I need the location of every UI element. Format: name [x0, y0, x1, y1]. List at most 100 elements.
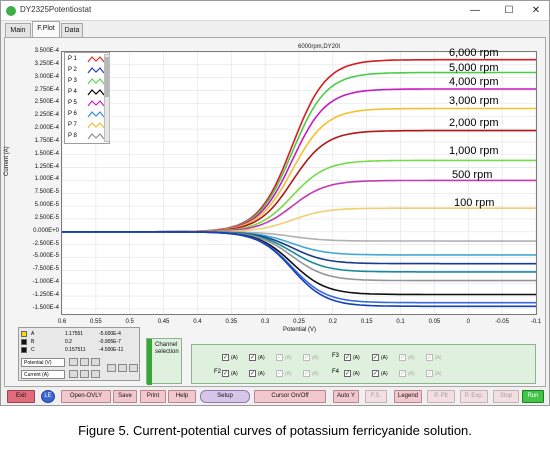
check-icon[interactable]: ✓ [222, 370, 229, 377]
legend-item-label: P 2 [68, 67, 77, 73]
stop-button[interactable]: Stop [493, 390, 519, 403]
legend-item[interactable]: P 4 [67, 88, 107, 98]
check-icon[interactable]: ✓ [276, 370, 283, 377]
channel-checkbox[interactable]: ✓ (A) [344, 353, 368, 363]
check-icon[interactable]: ✓ [303, 370, 310, 377]
legend-item[interactable]: P 6 [67, 110, 107, 120]
channel-checkbox[interactable]: ✓ (A) [344, 369, 368, 379]
cursor-color-swatch [21, 347, 27, 353]
y-tick-label: 7.500E-5 [34, 189, 59, 196]
legend-item[interactable]: P 3 [67, 77, 107, 87]
x-tick-label: 0.05 [428, 319, 441, 325]
channel-checkbox[interactable]: ✓ (A) [399, 353, 423, 363]
channel-checkbox[interactable]: ✓ (A) [399, 369, 423, 379]
minimize-button[interactable]: — [470, 5, 480, 16]
check-icon[interactable]: ✓ [276, 354, 283, 361]
p-exp-button[interactable]: P. Exp. [460, 390, 488, 403]
channel-checkbox[interactable]: ✓ (A) [426, 369, 450, 379]
tab-fplot[interactable]: F.Plot [32, 21, 60, 37]
channel-unit-label: (A) [408, 371, 415, 377]
zoom-tool-icon[interactable] [118, 364, 127, 372]
legend-button[interactable]: Legend [394, 390, 422, 403]
run-button[interactable]: Run [522, 390, 544, 403]
cursor-x-value: 0.2 [65, 339, 72, 345]
check-icon[interactable]: ✓ [249, 370, 256, 377]
channel-checkbox[interactable]: ✓ (A) [372, 353, 396, 363]
channel-checkbox[interactable]: ✓ (A) [303, 353, 327, 363]
auto-y-button[interactable]: Auto Y [333, 390, 359, 403]
crosshair-tool-icon[interactable] [107, 364, 116, 372]
legend-item[interactable]: P 1 [67, 55, 107, 65]
tab-data[interactable]: Data [61, 23, 83, 37]
cursor-row[interactable]: B 0.2 -0.905E-7 [21, 338, 139, 346]
check-icon[interactable]: ✓ [344, 354, 351, 361]
y-axis-select[interactable]: Current (A) [21, 370, 65, 379]
channel-group-label: F3 [332, 353, 340, 359]
print-button[interactable]: Print [140, 390, 166, 403]
y-tick-label: 0.000E+0 [33, 227, 59, 234]
legend-item-label: P 5 [68, 100, 77, 106]
channel-checkbox[interactable]: ✓ (A) [303, 369, 327, 379]
channel-checkbox[interactable]: ✓ (A) [276, 369, 300, 379]
check-icon[interactable]: ✓ [303, 354, 310, 361]
check-icon[interactable]: ✓ [426, 370, 433, 377]
check-icon[interactable]: ✓ [372, 370, 379, 377]
check-icon[interactable]: ✓ [399, 354, 406, 361]
y-tick-label: 2.750E-4 [34, 86, 59, 93]
fs-button[interactable]: F.S. [365, 390, 387, 403]
channel-checkbox[interactable]: ✓ (A) [222, 353, 246, 363]
x-format-button[interactable] [80, 358, 89, 366]
p-plt-button[interactable]: P. Plt [427, 390, 455, 403]
check-icon[interactable]: ✓ [222, 354, 229, 361]
y-scale-button[interactable] [69, 370, 78, 378]
legend-swatch [87, 56, 105, 63]
cursor-x-value: 1.17551 [65, 331, 84, 337]
check-icon[interactable]: ✓ [344, 370, 351, 377]
x-tick-label: 0.25 [293, 319, 305, 325]
legend-item[interactable]: P 8 [67, 132, 107, 142]
channel-checkbox[interactable]: ✓ (A) [372, 369, 396, 379]
save-button[interactable]: Save [113, 390, 137, 403]
channel-unit-label: (A) [312, 355, 319, 361]
channel-checkbox[interactable]: ✓ (A) [249, 369, 273, 379]
channel-checkbox[interactable]: ✓ (A) [276, 353, 300, 363]
open-ovly-button[interactable]: Open-OVLY [61, 390, 111, 403]
legend-item[interactable]: P 7 [67, 121, 107, 131]
x-precision-button[interactable] [91, 358, 100, 366]
check-icon[interactable]: ✓ [426, 354, 433, 361]
legend-scroll-thumb[interactable] [105, 57, 109, 97]
setup-button[interactable]: Setup [200, 390, 250, 403]
check-icon[interactable]: ✓ [372, 354, 379, 361]
pan-tool-icon[interactable] [129, 364, 138, 372]
check-icon[interactable]: ✓ [249, 354, 256, 361]
x-scale-button[interactable] [69, 358, 78, 366]
legend-swatch [87, 111, 105, 118]
x-axis-select[interactable]: Potential (V) [21, 358, 65, 367]
rpm-label: 6,000 rpm [449, 47, 499, 59]
channel-selection-toggle[interactable]: Channel selection [146, 338, 182, 385]
legend-item[interactable]: P 5 [67, 99, 107, 109]
check-icon[interactable]: ✓ [399, 370, 406, 377]
y-precision-button[interactable] [91, 370, 100, 378]
legend-item[interactable]: P 2 [67, 66, 107, 76]
le-button[interactable]: LE [41, 390, 55, 403]
exit-button[interactable]: Exit [7, 390, 35, 403]
y-tick-label: 2.500E-4 [34, 99, 59, 106]
cursor-row[interactable]: A 1.17551 -5.600E-4 [21, 330, 139, 338]
cursor-toggle-button[interactable]: Cursor On/Off [254, 390, 326, 403]
legend-scrollbar[interactable] [104, 54, 110, 142]
figure-caption: Figure 5. Current-potential curves of po… [78, 423, 472, 438]
cursor-row[interactable]: C 0.157511 -4.500E-11 [21, 346, 139, 354]
maximize-button[interactable]: ☐ [504, 5, 514, 16]
legend-item-label: P 3 [68, 78, 77, 84]
legend-item-label: P 1 [68, 56, 77, 62]
channel-checkbox[interactable]: ✓ (A) [249, 353, 273, 363]
plot-legend[interactable]: P 1 P 2 P 3 P 4 P 5 P 6 P 7 P 8 [64, 52, 110, 144]
help-button[interactable]: Help [168, 390, 196, 403]
close-button[interactable]: ✕ [531, 5, 541, 16]
tab-main[interactable]: Main [5, 23, 31, 37]
channel-checkbox[interactable]: ✓ (A) [222, 369, 246, 379]
channel-checkbox[interactable]: ✓ (A) [426, 353, 450, 363]
y-format-button[interactable] [80, 370, 89, 378]
cursor-y-value: -4.500E-11 [99, 347, 124, 353]
